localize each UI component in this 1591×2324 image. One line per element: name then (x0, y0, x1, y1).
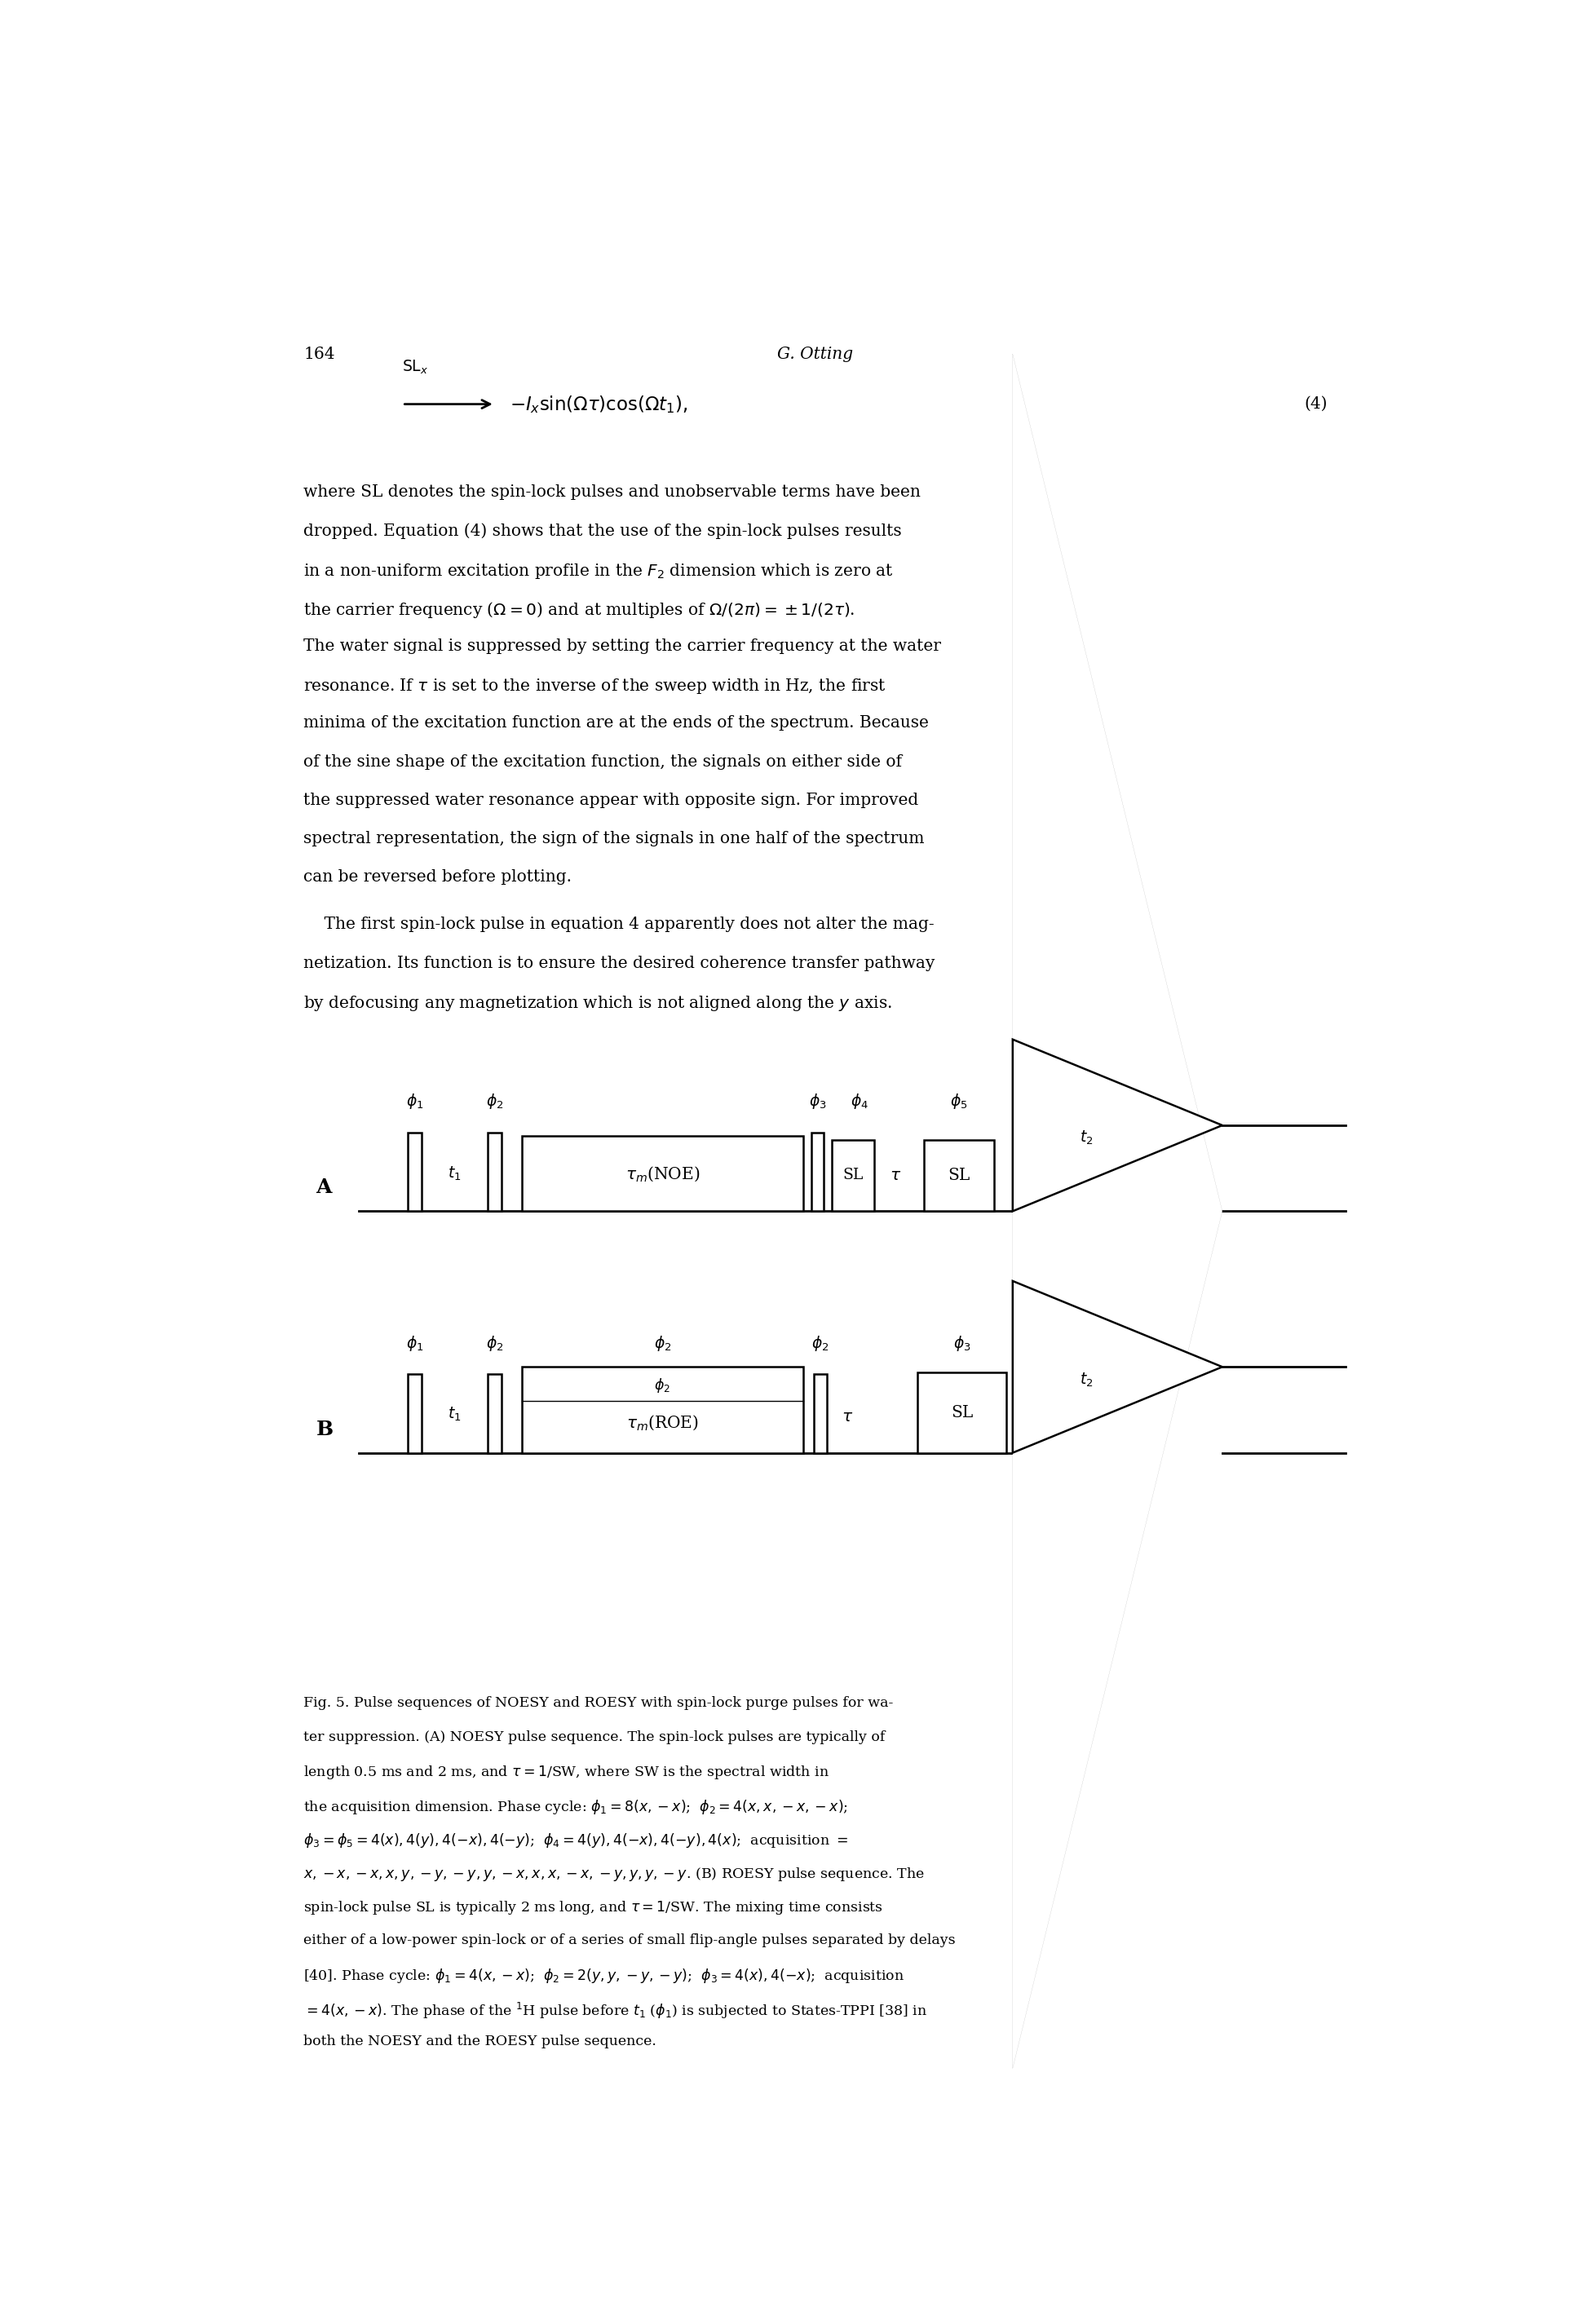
Bar (811, 1132, 824, 1211)
Text: $\tau_m$(ROE): $\tau_m$(ROE) (627, 1413, 698, 1432)
Text: $\phi_4$: $\phi_4$ (850, 1092, 869, 1111)
Text: can be reversed before plotting.: can be reversed before plotting. (304, 869, 573, 885)
Bar (832, 1139, 875, 1211)
Text: spectral representation, the sign of the signals in one half of the spectrum: spectral representation, the sign of the… (304, 832, 924, 846)
Text: $\phi_2$: $\phi_2$ (485, 1092, 504, 1111)
Text: $\phi_3 = \phi_5 = 4(x),4(y),4(-x),4(-y)$;  $\phi_4 = 4(y),4(-x),4(-y),4(x)$;  a: $\phi_3 = \phi_5 = 4(x),4(y),4(-x),4(-y)… (304, 1831, 848, 1850)
Text: G. Otting: G. Otting (778, 346, 853, 363)
Text: spin-lock pulse SL is typically 2 ms long, and $\tau = 1$/SW. The mixing time co: spin-lock pulse SL is typically 2 ms lon… (304, 1899, 883, 1917)
Text: $\phi_2$: $\phi_2$ (654, 1334, 671, 1353)
Text: SL: SL (951, 1404, 974, 1420)
Text: minima of the excitation function are at the ends of the spectrum. Because: minima of the excitation function are at… (304, 716, 929, 732)
Text: The water signal is suppressed by setting the carrier frequency at the water: The water signal is suppressed by settin… (304, 639, 942, 653)
Text: $\mathrm{SL}_x$: $\mathrm{SL}_x$ (403, 358, 428, 376)
Bar (918, 1371, 1007, 1452)
Polygon shape (1013, 1281, 1222, 1452)
Bar (522, 1136, 803, 1211)
Text: $\phi_1$: $\phi_1$ (406, 1092, 423, 1111)
Text: $t_2$: $t_2$ (1079, 1371, 1093, 1387)
Text: $t_1$: $t_1$ (449, 1164, 461, 1183)
Text: $\phi_2$: $\phi_2$ (654, 1376, 671, 1394)
Text: $\phi_3$: $\phi_3$ (810, 1092, 827, 1111)
Text: the carrier frequency ($\Omega = 0$) and at multiples of $\Omega/(2\pi) = \pm 1/: the carrier frequency ($\Omega = 0$) and… (304, 600, 856, 621)
Text: $\tau$: $\tau$ (842, 1408, 853, 1425)
Text: $= 4(x,-x)$. The phase of the $^1$H pulse before $t_1$ ($\phi_1$) is subjected t: $= 4(x,-x)$. The phase of the $^1$H puls… (304, 2001, 928, 2020)
Text: $\phi_2$: $\phi_2$ (811, 1334, 829, 1353)
Text: $-I_x \sin(\Omega\tau) \cos(\Omega t_1),$: $-I_x \sin(\Omega\tau) \cos(\Omega t_1),… (509, 393, 687, 414)
Text: $\tau$: $\tau$ (889, 1167, 902, 1183)
Text: the suppressed water resonance appear with opposite sign. For improved: the suppressed water resonance appear wi… (304, 792, 918, 809)
Text: $\phi_2$: $\phi_2$ (485, 1334, 504, 1353)
Text: ter suppression. (A) NOESY pulse sequence. The spin-lock pulses are typically of: ter suppression. (A) NOESY pulse sequenc… (304, 1729, 886, 1743)
Bar (488, 1132, 501, 1211)
Text: $t_1$: $t_1$ (449, 1406, 461, 1422)
Bar (522, 1367, 803, 1452)
Text: both the NOESY and the ROESY pulse sequence.: both the NOESY and the ROESY pulse seque… (304, 2036, 657, 2047)
Bar (407, 1373, 422, 1452)
Polygon shape (1013, 353, 1222, 2068)
Text: Fig. 5. Pulse sequences of NOESY and ROESY with spin-lock purge pulses for wa-: Fig. 5. Pulse sequences of NOESY and ROE… (304, 1697, 894, 1710)
Bar (488, 1373, 501, 1452)
Text: $\tau_m$(NOE): $\tau_m$(NOE) (625, 1164, 700, 1183)
Text: $\phi_3$: $\phi_3$ (953, 1334, 971, 1353)
Text: dropped. Equation (4) shows that the use of the spin-lock pulses results: dropped. Equation (4) shows that the use… (304, 523, 902, 539)
Text: netization. Its function is to ensure the desired coherence transfer pathway: netization. Its function is to ensure th… (304, 955, 936, 971)
Text: [40]. Phase cycle: $\phi_1 = 4(x,-x)$;  $\phi_2 = 2(y,y,-y,-y)$;  $\phi_3 = 4(x): [40]. Phase cycle: $\phi_1 = 4(x,-x)$; $… (304, 1966, 905, 1985)
Text: either of a low-power spin-lock or of a series of small flip-angle pulses separa: either of a low-power spin-lock or of a … (304, 1934, 956, 1948)
Text: 164: 164 (304, 346, 336, 363)
Text: B: B (317, 1420, 333, 1439)
Bar (924, 1139, 994, 1211)
Polygon shape (1013, 1039, 1222, 1211)
Text: $x,-x,-x,x,y,-y,-y,y,-x,x,x,-x,-y,y,y,-y$. (B) ROESY pulse sequence. The: $x,-x,-x,x,y,-y,-y,y,-x,x,x,-x,-y,y,y,-y… (304, 1866, 924, 1882)
Text: $\phi_1$: $\phi_1$ (406, 1334, 423, 1353)
Text: the acquisition dimension. Phase cycle: $\phi_1 = 8(x,-x)$;  $\phi_2 = 4(x,x,-x,: the acquisition dimension. Phase cycle: … (304, 1799, 848, 1815)
Text: $t_2$: $t_2$ (1079, 1129, 1093, 1146)
Text: A: A (317, 1178, 333, 1197)
Text: where SL denotes the spin-lock pulses and unobservable terms have been: where SL denotes the spin-lock pulses an… (304, 486, 921, 500)
Bar (407, 1132, 422, 1211)
Text: SL: SL (843, 1169, 864, 1183)
Text: in a non-uniform excitation profile in the $F_2$ dimension which is zero at: in a non-uniform excitation profile in t… (304, 562, 894, 581)
Text: resonance. If $\tau$ is set to the inverse of the sweep width in Hz, the first: resonance. If $\tau$ is set to the inver… (304, 676, 886, 695)
Text: SL: SL (948, 1167, 971, 1183)
Bar (813, 1373, 827, 1452)
Text: length 0.5 ms and 2 ms, and $\tau = 1$/SW, where SW is the spectral width in: length 0.5 ms and 2 ms, and $\tau = 1$/S… (304, 1764, 829, 1780)
Text: $\phi_5$: $\phi_5$ (950, 1092, 967, 1111)
Text: of the sine shape of the excitation function, the signals on either side of: of the sine shape of the excitation func… (304, 753, 902, 769)
Text: The first spin-lock pulse in equation 4 apparently does not alter the mag-: The first spin-lock pulse in equation 4 … (304, 918, 934, 932)
Text: (4): (4) (1305, 397, 1327, 411)
Text: by defocusing any magnetization which is not aligned along the $y$ axis.: by defocusing any magnetization which is… (304, 995, 893, 1013)
